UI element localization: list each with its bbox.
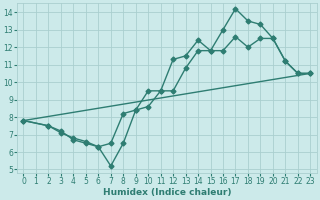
X-axis label: Humidex (Indice chaleur): Humidex (Indice chaleur) [103,188,231,197]
